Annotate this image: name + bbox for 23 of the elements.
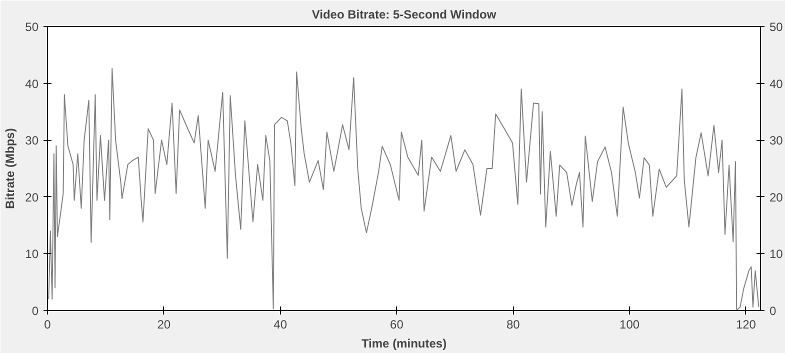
x-tick-label: 60 (390, 318, 404, 332)
y2-tick-label: 50 (770, 20, 784, 34)
y2-tick-label: 40 (770, 76, 784, 91)
y2-tick-label: 20 (770, 190, 784, 204)
y-axis-title: Bitrate (Mbps) (3, 128, 18, 209)
y-tick-label: 20 (25, 190, 39, 204)
y-tick-label: 0 (32, 304, 39, 318)
x-axis-title: Time (minutes) (361, 336, 447, 350)
x-tick-label: 0 (44, 318, 52, 332)
line-series (48, 68, 760, 310)
y2-tick-label: 10 (770, 247, 784, 262)
y-tick-label: 10 (25, 247, 39, 262)
x-tick-label: 120 (736, 318, 756, 332)
x-tick-label: 100 (620, 318, 640, 332)
y2-tick-label: 0 (770, 304, 776, 318)
x-tick-label: 80 (506, 318, 520, 332)
x-tick-label: 20 (157, 318, 171, 332)
x-tick-label: 40 (274, 318, 288, 332)
y-tick-label: 40 (25, 76, 39, 91)
chart-title: Video Bitrate: 5-Second Window (312, 8, 497, 22)
y2-tick-label: 30 (770, 134, 784, 148)
y-tick-label: 30 (25, 134, 39, 148)
y-tick-label: 50 (25, 20, 39, 34)
